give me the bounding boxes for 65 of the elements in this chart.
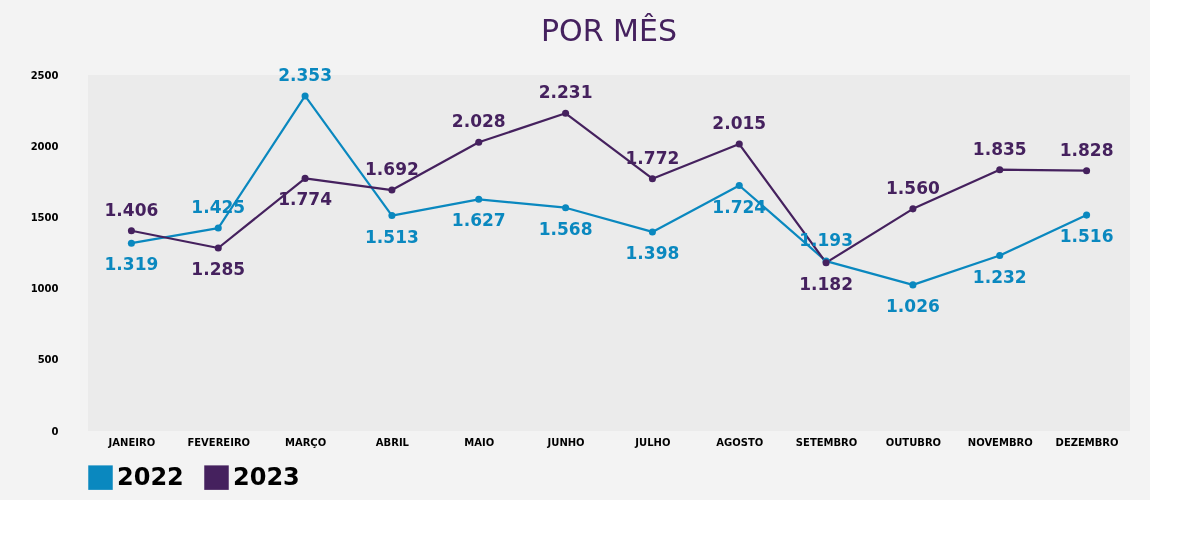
data-label: 1.774	[278, 189, 333, 210]
x-tick-label: JUNHO	[546, 436, 585, 448]
x-tick-label: AGOSTO	[716, 436, 764, 448]
data-label: 2.231	[538, 82, 593, 103]
x-tick-label: FEVEREIRO	[187, 436, 251, 448]
data-label: 1.398	[625, 242, 680, 263]
data-label: 2.353	[278, 64, 332, 85]
legend-label: 2023	[233, 462, 300, 491]
point	[301, 92, 309, 100]
point	[735, 140, 743, 148]
point	[735, 181, 743, 190]
point	[562, 204, 570, 212]
data-label: 1.692	[365, 159, 419, 180]
y-tick-label: 0	[51, 425, 59, 437]
x-tick-label: NOVEMBRO	[967, 436, 1033, 448]
point	[909, 205, 917, 213]
data-label: 1.516	[1059, 226, 1114, 247]
point	[127, 239, 135, 247]
y-tick-label: 2500	[30, 69, 59, 81]
x-tick-label: JANEIRO	[107, 436, 156, 448]
x-tick-label: MARÇO	[284, 436, 327, 448]
data-label: 1.568	[538, 218, 593, 239]
point	[214, 244, 222, 252]
point	[1083, 167, 1091, 175]
data-label: 1.406	[104, 199, 159, 220]
y-tick-label: 1000	[30, 283, 59, 295]
x-tick-label: DEZEMBRO	[1055, 436, 1119, 448]
point	[996, 252, 1004, 260]
point	[214, 224, 222, 232]
chart-title: POR MÊS	[541, 12, 677, 48]
data-label: 1.232	[972, 266, 1027, 287]
data-label: 1.828	[1059, 139, 1114, 160]
point	[648, 175, 656, 183]
data-label: 1.627	[451, 210, 506, 231]
point	[1083, 211, 1091, 219]
x-tick-label: OUTUBRO	[885, 436, 942, 448]
x-tick-label: SETEMBRO	[795, 436, 858, 448]
point	[996, 166, 1004, 174]
data-label: 1.513	[365, 226, 419, 247]
data-label: 2.028	[451, 111, 506, 132]
data-label: 1.724	[712, 196, 767, 217]
data-label: 1.772	[625, 147, 680, 168]
data-label: 1.560	[886, 177, 940, 198]
data-label: 1.026	[886, 295, 940, 316]
y-tick-label: 2000	[30, 140, 59, 152]
point	[562, 109, 570, 117]
point	[475, 138, 483, 146]
data-label: 1.285	[191, 259, 246, 280]
data-label: 1.182	[799, 273, 853, 294]
point	[388, 212, 396, 220]
point	[909, 281, 917, 289]
x-tick-label: JULHO	[634, 436, 671, 448]
data-label: 1.835	[972, 138, 1027, 159]
point	[127, 227, 135, 235]
data-label: 1.319	[104, 254, 159, 275]
y-tick-label: 500	[37, 354, 59, 366]
point	[648, 228, 656, 236]
legend-label: 2022	[117, 462, 184, 491]
point	[475, 195, 483, 203]
x-tick-label: MAIO	[464, 436, 495, 448]
point	[388, 186, 396, 194]
data-label: 2.015	[712, 113, 767, 134]
x-tick-label: ABRIL	[375, 436, 410, 448]
y-tick-label: 1500	[30, 211, 59, 223]
point	[301, 174, 309, 182]
